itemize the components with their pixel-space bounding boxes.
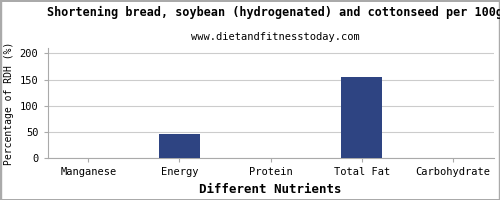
Bar [159,134,200,158]
X-axis label: Different Nutrients: Different Nutrients [200,183,342,196]
Text: Shortening bread, soybean (hydrogenated) and cottonseed per 100g: Shortening bread, soybean (hydrogenated)… [47,6,500,19]
Text: www.dietandfitnesstoday.com: www.dietandfitnesstoday.com [190,32,360,42]
Y-axis label: Percentage of RDH (%): Percentage of RDH (%) [4,42,14,165]
Bar [342,77,382,158]
